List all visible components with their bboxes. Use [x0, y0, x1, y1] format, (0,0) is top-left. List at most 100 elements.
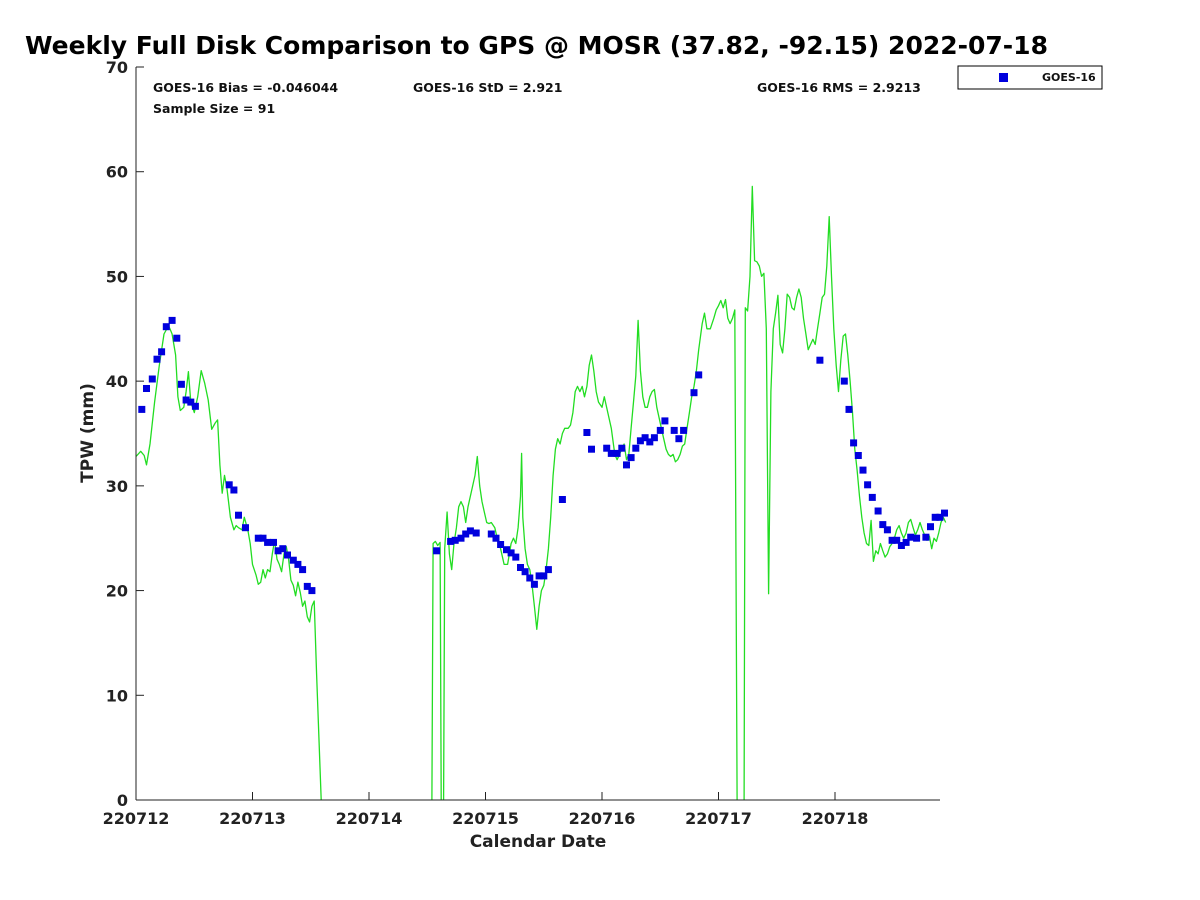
goes-data-point: [503, 546, 510, 554]
goes-data-point: [902, 538, 910, 546]
goes-data-point: [607, 449, 615, 457]
axes: [135, 67, 940, 801]
chart-title: Weekly Full Disk Comparison to GPS @ MOS…: [25, 31, 1048, 60]
goes-data-point: [922, 533, 930, 541]
goes-data-point: [466, 527, 474, 535]
goes-data-point: [259, 534, 267, 542]
goes-data-point: [191, 402, 199, 410]
y-tick-label: 30: [106, 477, 128, 496]
goes-data-point: [897, 542, 905, 549]
y-tick-label: 50: [106, 267, 128, 286]
goes-data-point: [530, 580, 538, 588]
legend-label: GOES-16: [1042, 71, 1096, 84]
goes-data-point: [840, 377, 848, 385]
goes-data-point: [447, 537, 455, 545]
x-tick-label: 220712: [103, 809, 170, 828]
plot-area: [135, 185, 948, 801]
goes-data-point: [583, 429, 591, 436]
goes-data-point: [254, 534, 262, 542]
goes-data-point: [850, 439, 858, 447]
goes-data-point: [173, 334, 181, 342]
goes-data-point: [225, 481, 233, 489]
goes-data-point: [868, 493, 876, 501]
stat-sample-size: Sample Size = 91: [153, 101, 275, 116]
stat-rms: GOES-16 RMS = 2.9213: [757, 80, 921, 95]
goes-data-point: [472, 529, 480, 537]
goes-data-point: [507, 549, 515, 557]
goes-data-point: [521, 568, 529, 576]
goes-data-point: [138, 405, 146, 413]
goes-data-point: [883, 526, 891, 534]
goes-data-point: [433, 547, 441, 555]
goes-data-point: [646, 438, 654, 446]
legend-marker: [999, 73, 1008, 82]
goes-data-point: [158, 348, 166, 356]
goes-data-point: [879, 521, 887, 529]
goes-data-point: [936, 513, 944, 521]
goes-data-point: [517, 564, 524, 571]
goes-data-point: [274, 547, 282, 555]
gps-line-segment: [431, 540, 442, 801]
goes-data-point: [230, 486, 238, 494]
goes-data-point: [874, 507, 882, 515]
goes-data-point: [457, 534, 465, 542]
x-axis-label: Calendar Date: [470, 832, 607, 852]
goes-data-point: [451, 536, 459, 544]
goes-data-point: [603, 444, 611, 452]
goes-data-point: [535, 572, 543, 580]
goes-data-point: [289, 556, 297, 564]
goes-data-point: [816, 356, 824, 364]
goes-data-point: [492, 534, 500, 542]
x-tick-label: 220715: [452, 809, 519, 828]
goes-data-point: [148, 375, 156, 383]
goes-data-point: [680, 426, 688, 434]
stat-bias: GOES-16 Bias = -0.046044: [153, 80, 338, 95]
goes-data-point: [931, 513, 939, 521]
y-tick-label: 60: [106, 163, 128, 182]
goes-data-point: [627, 454, 635, 462]
goes-data-point: [656, 426, 664, 434]
goes-data-point: [558, 496, 566, 503]
goes-data-point: [588, 445, 595, 453]
y-tick-label: 0: [117, 791, 128, 810]
goes-data-point: [670, 426, 678, 434]
goes-data-point: [168, 316, 176, 324]
goes-data-point: [242, 524, 249, 532]
goes-data-point: [690, 389, 698, 397]
goes-data-point: [613, 449, 621, 457]
x-tick-label: 220713: [219, 809, 286, 828]
goes-data-point: [162, 323, 170, 331]
x-axis-ticks: 220712 220713 220714 220715 220716 220717 2207…: [103, 792, 869, 828]
goes-data-point: [235, 511, 242, 519]
goes-data-point: [264, 538, 272, 546]
goes-data-point: [497, 541, 505, 548]
goes-data-point: [618, 444, 626, 452]
goes-data-point: [636, 437, 644, 445]
goes-data-point: [650, 434, 658, 442]
y-tick-label: 70: [106, 58, 128, 77]
goes-data-point: [294, 560, 302, 568]
goes-data-point: [540, 572, 548, 580]
goes-data-point: [941, 509, 948, 517]
goes-data-point: [888, 536, 896, 544]
goes-data-point: [632, 444, 640, 452]
legend: GOES-16: [957, 65, 1103, 90]
goes-data-point: [695, 371, 703, 379]
goes-data-point: [462, 530, 470, 538]
x-tick-label: 220716: [569, 809, 636, 828]
goes-data-point: [864, 481, 872, 489]
goes-data-point: [859, 466, 867, 474]
goes-data-point: [854, 452, 862, 459]
goes-data-point: [299, 566, 307, 574]
x-tick-label: 220718: [802, 809, 869, 828]
y-tick-label: 40: [106, 372, 128, 391]
goes-data-point: [143, 385, 150, 392]
goes-data-point: [845, 405, 853, 413]
goes-data-point: [187, 398, 195, 406]
goes-data-point: [487, 530, 495, 538]
goes-data-point: [907, 533, 915, 541]
goes-data-point: [913, 534, 921, 542]
stat-std: GOES-16 StD = 2.921: [413, 80, 562, 95]
